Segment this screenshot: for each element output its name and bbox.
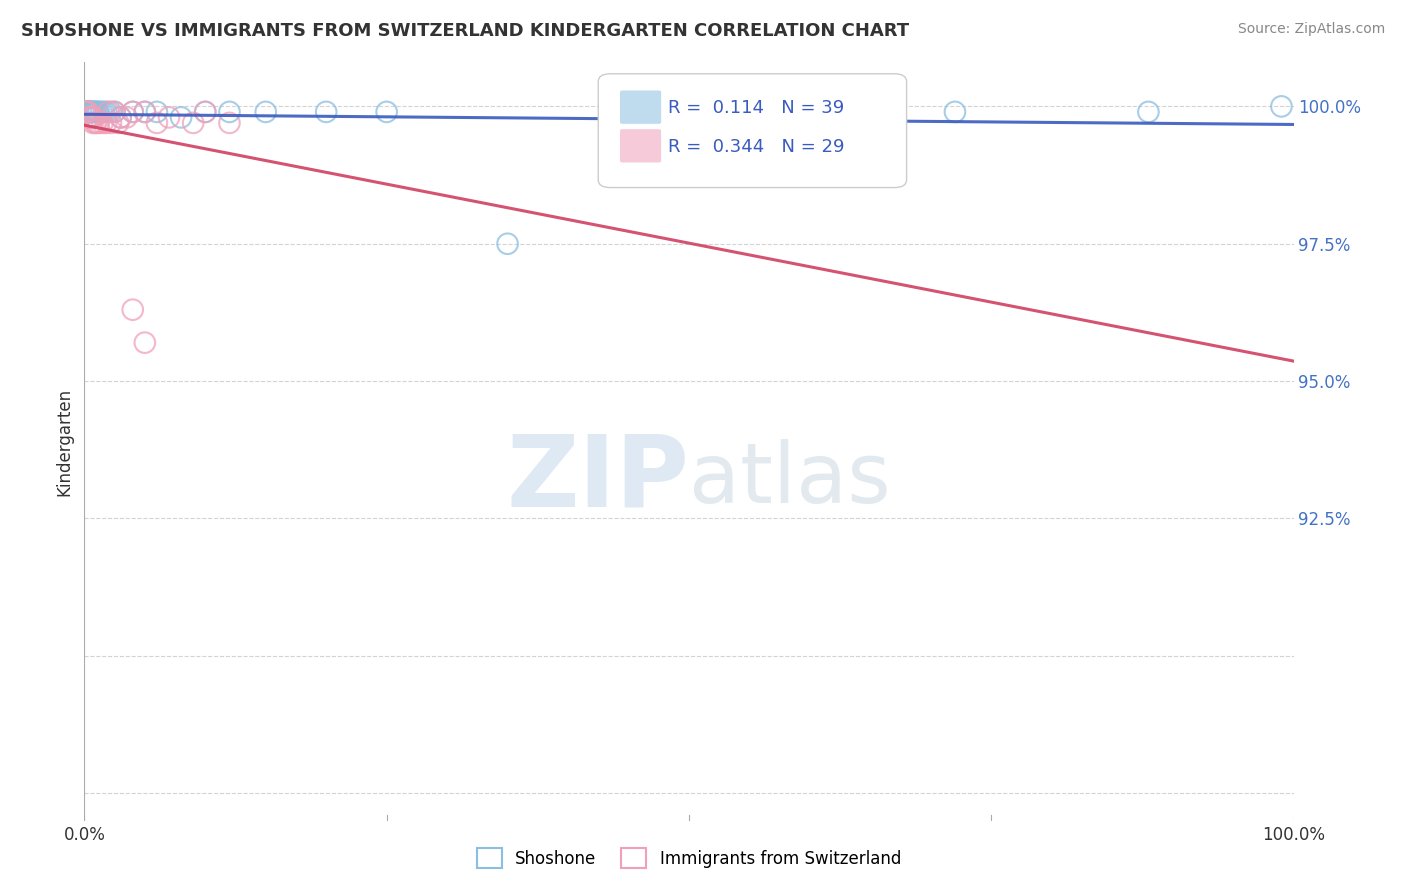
Point [90, 104, 112, 119]
Point [194, 104, 217, 119]
Point [80, 111, 103, 125]
Point [181, 116, 204, 130]
Point [1137, 104, 1160, 119]
Point [115, 111, 138, 125]
Point [77, 111, 100, 125]
Point [83, 104, 105, 119]
Point [100, 104, 122, 119]
Point [76, 104, 98, 119]
Point [170, 111, 193, 125]
Text: R =  0.114   N = 39: R = 0.114 N = 39 [668, 99, 845, 117]
FancyBboxPatch shape [620, 90, 661, 124]
Y-axis label: Kindergarten: Kindergarten [55, 387, 73, 496]
Point [87, 104, 110, 119]
Text: SHOSHONE VS IMMIGRANTS FROM SWITZERLAND KINDERGARTEN CORRELATION CHART: SHOSHONE VS IMMIGRANTS FROM SWITZERLAND … [21, 22, 910, 40]
Point [79, 104, 101, 119]
Point [84, 104, 107, 119]
Text: Source: ZipAtlas.com: Source: ZipAtlas.com [1237, 22, 1385, 37]
Point [104, 104, 127, 119]
Point [1270, 99, 1292, 113]
Point [86, 116, 108, 130]
Point [943, 104, 966, 119]
Point [218, 104, 240, 119]
Point [77, 104, 100, 119]
Point [146, 116, 169, 130]
Point [375, 104, 398, 119]
Point [86, 104, 108, 119]
Point [315, 104, 337, 119]
Point [110, 111, 132, 125]
Point [79, 104, 101, 119]
Point [496, 236, 519, 251]
Text: atlas: atlas [689, 439, 890, 520]
Point [218, 116, 240, 130]
FancyBboxPatch shape [599, 74, 907, 187]
Point [77, 104, 100, 119]
Point [110, 111, 132, 125]
Point [194, 104, 217, 119]
Point [77, 104, 100, 119]
Point [107, 116, 129, 130]
Point [104, 104, 127, 119]
Point [94, 104, 117, 119]
Point [82, 116, 104, 130]
Point [121, 104, 143, 119]
Point [75, 104, 97, 119]
Point [87, 116, 110, 130]
Point [157, 111, 180, 125]
Point [146, 104, 169, 119]
Point [76, 104, 98, 119]
Point [100, 116, 122, 130]
FancyBboxPatch shape [620, 129, 661, 162]
Point [75, 104, 97, 119]
Point [77, 111, 100, 125]
Point [80, 104, 103, 119]
Point [134, 335, 156, 350]
Point [134, 104, 156, 119]
Point [121, 302, 143, 317]
Point [254, 104, 277, 119]
Point [82, 111, 104, 125]
Text: ZIP: ZIP [506, 431, 689, 528]
Point [77, 104, 100, 119]
Point [82, 104, 104, 119]
Point [84, 116, 107, 130]
Point [97, 104, 120, 119]
Point [79, 111, 101, 125]
Point [80, 104, 103, 119]
Text: R =  0.344   N = 29: R = 0.344 N = 29 [668, 137, 845, 155]
Point [83, 111, 105, 125]
Point [799, 104, 821, 119]
Point [76, 104, 98, 119]
Point [121, 104, 143, 119]
Point [77, 104, 100, 119]
Point [79, 104, 101, 119]
Legend: Shoshone, Immigrants from Switzerland: Shoshone, Immigrants from Switzerland [468, 839, 910, 877]
Point [91, 116, 114, 130]
Point [86, 104, 108, 119]
Point [94, 116, 117, 130]
Point [134, 104, 156, 119]
Point [93, 104, 115, 119]
